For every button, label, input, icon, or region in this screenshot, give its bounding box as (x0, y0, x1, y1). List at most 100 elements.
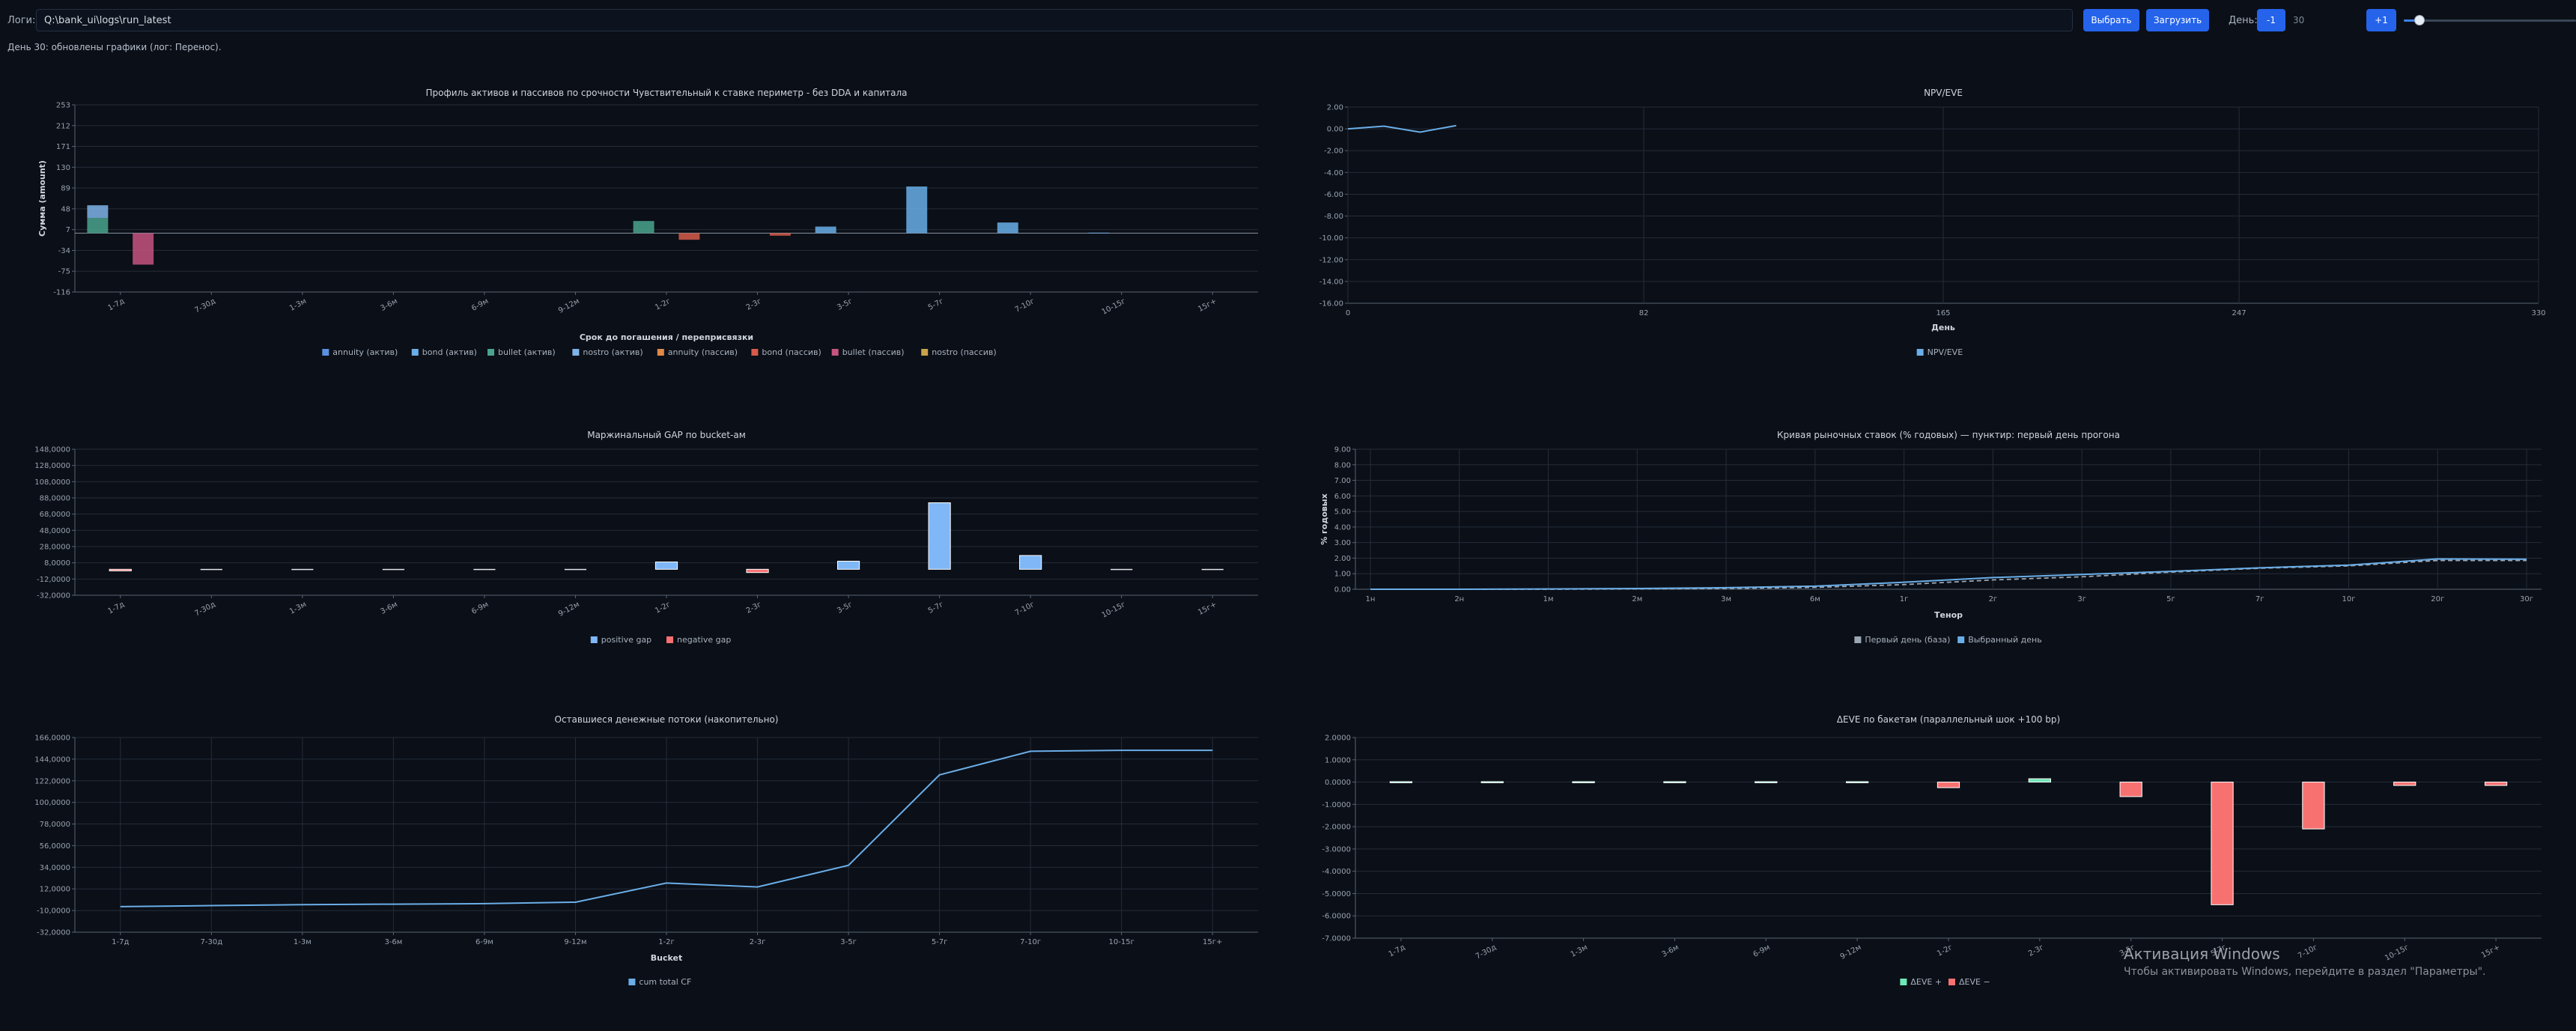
day-slider[interactable] (2404, 15, 2576, 25)
bar (109, 568, 132, 571)
bar (928, 502, 951, 570)
day-slider-fill (2404, 19, 2419, 22)
x-tick-label: 10-15г (1109, 938, 1134, 946)
load-button[interactable]: Загрузить (2146, 9, 2209, 31)
y-tick-label: -12,0000 (37, 576, 70, 584)
y-tick-label: 4.00 (1334, 523, 1351, 532)
x-tick-label: 5г (2166, 595, 2175, 603)
x-tick-label: 3-6м (1661, 943, 1680, 959)
x-tick-label: 5-7г (932, 938, 948, 946)
rate-curve-chart: Кривая рыночных ставок (% годовых) — пун… (1319, 430, 2542, 645)
y-tick-label: 6.00 (1334, 493, 1351, 501)
x-tick-label: 5-7г (927, 297, 945, 312)
legend-label: Первый день (база) (1865, 635, 1950, 645)
y-tick-label: -12.00 (1319, 256, 1343, 264)
y-tick-label: -4.00 (1324, 169, 1343, 177)
x-tick-label: 7-30д (193, 297, 216, 315)
bar (1480, 781, 1504, 783)
bar (1389, 781, 1413, 783)
x-tick-label: 3-5г (836, 297, 854, 312)
x-axis-label: Тенор (1934, 610, 1963, 620)
x-tick-label: 1м (1543, 595, 1554, 603)
x-tick-label: 1-3м (294, 938, 312, 946)
bar (906, 186, 928, 234)
y-tick-label: -1.0000 (1322, 801, 1351, 809)
select-button[interactable]: Выбрать (2083, 9, 2139, 31)
legend-swatch (411, 349, 419, 356)
x-tick-label: 6-9м (476, 938, 493, 946)
y-tick-label: -6.00 (1324, 191, 1343, 199)
y-tick-label: 8.00 (1334, 461, 1351, 469)
y-tick-label: 34,0000 (40, 864, 70, 872)
x-tick-label: 2м (1632, 595, 1642, 603)
x-tick-label: 2-3г (2027, 943, 2045, 958)
npv-line (1347, 124, 1456, 133)
y-tick-label: -14.00 (1319, 278, 1343, 286)
legend-label: NPV/EVE (1928, 347, 1963, 357)
x-tick-label: 10-15г (1101, 600, 1127, 620)
legend-swatch (831, 349, 839, 356)
deve-chart-panel: ΔEVE по бакетам (параллельный шок +100 b… (1288, 708, 2576, 992)
bar (200, 568, 222, 571)
x-tick-label: 7-10г (1014, 600, 1036, 618)
legend-swatch (751, 349, 759, 356)
y-tick-label: -116 (53, 289, 70, 297)
legend-label: ΔEVE + (1910, 977, 1942, 987)
y-tick-label: 166,0000 (34, 735, 70, 743)
x-tick-label: 247 (2232, 309, 2247, 317)
y-tick-label: -2.00 (1324, 147, 1343, 156)
watermark-subtitle: Чтобы активировать Windows, перейдите в … (2124, 966, 2486, 978)
x-tick-label: 1-7д (112, 938, 129, 946)
gap-chart-panel: Маржинальный GAP по bucket-ам 148,0000 128… (0, 423, 1288, 655)
x-tick-label: 15г+ (1197, 297, 1218, 314)
x-tick-label: 6-9м (1752, 943, 1771, 959)
chart-title: ΔEVE по бакетам (параллельный шок +100 b… (1837, 714, 2060, 725)
day-minus-button[interactable]: -1 (2257, 9, 2285, 31)
bar (1755, 781, 1778, 783)
legend-label: positive gap (601, 635, 651, 645)
bar (769, 233, 791, 236)
x-tick-label: 10-15г (1101, 297, 1127, 317)
legend-swatch (1916, 349, 1924, 356)
legend-swatch (322, 349, 329, 356)
bar (1019, 555, 1042, 570)
x-tick-label: 3-5г (840, 938, 857, 946)
status-message: День 30: обновлены графики (лог: Перенос… (7, 42, 222, 52)
bar (382, 568, 404, 571)
x-tick-label: 30г (2520, 595, 2533, 603)
y-tick-label: -8.00 (1324, 213, 1343, 221)
legend-label: ΔEVE − (1959, 977, 1990, 987)
x-tick-label: 3-6м (380, 297, 399, 313)
y-axis-label: % годовых (1319, 493, 1329, 545)
day-slider-handle[interactable] (2414, 15, 2425, 25)
legend-label: cum total CF (639, 977, 691, 987)
legend-swatch (1854, 636, 1862, 643)
x-tick-label: 3-6м (384, 938, 402, 946)
y-tick-label: 2.00 (1327, 104, 1343, 112)
y-tick-label: 0.0000 (1325, 779, 1351, 787)
y-tick-label: 212 (56, 122, 70, 130)
legend-label: bullet (актив) (498, 347, 556, 357)
bar (654, 562, 678, 570)
x-tick-label: 10г (2342, 595, 2355, 603)
legend-swatch (666, 636, 673, 643)
x-tick-label: 1-2г (1936, 943, 1954, 958)
x-tick-label: 1г (1900, 595, 1909, 603)
x-tick-label: 1н (1366, 595, 1376, 603)
y-tick-label: 12,0000 (40, 886, 70, 894)
npv-chart-panel: NPV/EVE 2.00 0.00 -2.00 -4.00 -6.00 -8.00 -10.0… (1288, 81, 2576, 365)
x-tick-label: 2-3г (745, 600, 763, 615)
legend-swatch (628, 979, 636, 985)
x-tick-label: 1-7д (106, 297, 126, 313)
y-tick-label: 78,0000 (40, 821, 70, 829)
y-tick-label: -16.00 (1319, 300, 1343, 308)
logs-path-input[interactable] (36, 9, 2073, 31)
legend-label: bond (пассив) (762, 347, 821, 357)
base-curve-line (1370, 559, 2527, 590)
x-tick-label: 6-9м (470, 297, 490, 313)
y-tick-label: 171 (56, 143, 70, 151)
x-tick-label: 1-2г (654, 297, 672, 312)
x-tick-label: 1-3м (288, 600, 308, 616)
bar (815, 226, 836, 234)
day-plus-button[interactable]: +1 (2366, 9, 2396, 31)
